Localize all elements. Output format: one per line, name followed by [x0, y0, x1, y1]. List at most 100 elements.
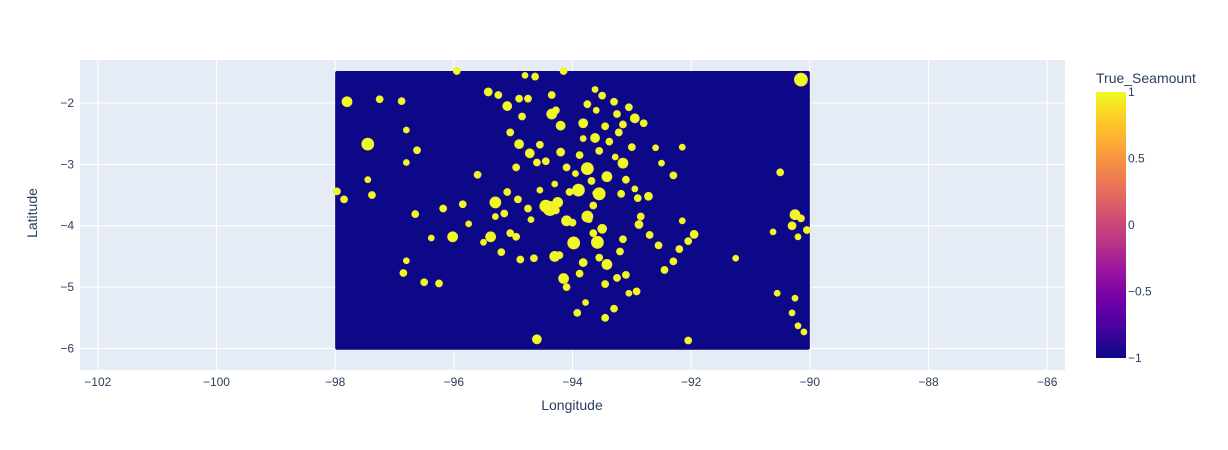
scatter-point[interactable] [598, 91, 607, 100]
scatter-point[interactable] [568, 218, 577, 227]
scatter-point[interactable] [473, 170, 482, 179]
scatter-point[interactable] [531, 72, 540, 81]
scatter-point[interactable] [634, 220, 644, 229]
scatter-point[interactable] [580, 162, 594, 176]
scatter-point[interactable] [439, 204, 448, 213]
scatter-point[interactable] [572, 183, 585, 197]
scatter-point[interactable] [660, 266, 669, 274]
scatter-point[interactable] [397, 97, 406, 106]
scatter-point[interactable] [559, 67, 568, 75]
scatter-point[interactable] [555, 120, 566, 131]
scatter-point[interactable] [364, 176, 372, 184]
scatter-point[interactable] [617, 189, 626, 198]
scatter-point[interactable] [368, 191, 376, 199]
scatter-point[interactable] [601, 122, 610, 131]
scatter-point[interactable] [402, 257, 410, 265]
scatter-point[interactable] [503, 188, 512, 196]
scatter-point[interactable] [684, 237, 693, 245]
scatter-point[interactable] [601, 313, 610, 322]
scatter-point[interactable] [654, 241, 663, 250]
scatter-point[interactable] [610, 97, 618, 106]
scatter-point[interactable] [614, 128, 623, 137]
scatter-point[interactable] [597, 223, 608, 234]
scatter-point[interactable] [589, 201, 598, 210]
scatter-point[interactable] [497, 248, 506, 257]
scatter-point[interactable] [624, 103, 633, 112]
scatter-point[interactable] [562, 283, 571, 292]
scatter-point[interactable] [631, 185, 639, 193]
scatter-point[interactable] [589, 229, 598, 238]
scatter-point[interactable] [587, 177, 596, 185]
scatter-point[interactable] [524, 148, 535, 159]
scatter-point[interactable] [619, 120, 627, 129]
scatter-point[interactable] [447, 231, 459, 243]
scatter-point[interactable] [536, 186, 544, 194]
scatter-point[interactable] [420, 278, 429, 287]
scatter-point[interactable] [518, 112, 526, 121]
scatter-point[interactable] [611, 153, 619, 161]
scatter-point[interactable] [541, 157, 550, 166]
scatter-point[interactable] [465, 220, 473, 228]
scatter-point[interactable] [483, 87, 493, 97]
scatter-point[interactable] [625, 289, 633, 297]
scatter-point[interactable] [514, 139, 524, 149]
scatter-point[interactable] [485, 231, 497, 243]
scatter-point[interactable] [402, 159, 410, 166]
scatter-point[interactable] [639, 119, 648, 128]
scatter-point[interactable] [494, 91, 503, 99]
scatter-point[interactable] [773, 289, 781, 297]
scatter-point[interactable] [573, 309, 582, 317]
scatter-point[interactable] [516, 255, 525, 264]
scatter-point[interactable] [375, 95, 384, 104]
scatter-point[interactable] [502, 101, 513, 111]
scatter-point[interactable] [644, 191, 653, 201]
scatter-point[interactable] [787, 221, 797, 231]
scatter-point[interactable] [689, 229, 699, 239]
scatter-point[interactable] [524, 94, 532, 103]
scatter-point[interactable] [622, 270, 630, 279]
scatter-point[interactable] [427, 234, 435, 242]
scatter-point[interactable] [645, 231, 654, 239]
scatter-point[interactable] [788, 309, 796, 317]
scatter-point[interactable] [669, 171, 678, 180]
plot-area[interactable] [333, 67, 811, 350]
scatter-point[interactable] [675, 245, 684, 253]
scatter-point[interactable] [632, 287, 641, 296]
scatter-point[interactable] [601, 171, 613, 183]
scatter-point[interactable] [592, 106, 600, 114]
scatter-point[interactable] [556, 147, 566, 157]
scatter-point[interactable] [605, 137, 614, 146]
scatter-point[interactable] [552, 197, 564, 208]
scatter-point[interactable] [535, 140, 544, 149]
scatter-point[interactable] [619, 235, 627, 244]
scatter-point[interactable] [524, 204, 532, 213]
scatter-point[interactable] [489, 196, 502, 209]
scatter-point[interactable] [583, 100, 592, 109]
scatter-point[interactable] [791, 294, 799, 302]
scatter-point[interactable] [514, 195, 522, 204]
scatter-point[interactable] [794, 233, 802, 241]
scatter-point[interactable] [613, 110, 621, 118]
scatter-point[interactable] [591, 235, 604, 249]
scatter-point[interactable] [413, 146, 421, 155]
scatter-point[interactable] [800, 328, 808, 336]
scatter-point[interactable] [532, 158, 541, 167]
scatter-point[interactable] [411, 210, 420, 218]
scatter-point[interactable] [617, 157, 629, 169]
scatter-point[interactable] [515, 94, 523, 103]
scatter-point[interactable] [769, 228, 777, 236]
scatter-point[interactable] [565, 188, 574, 196]
scatter-point[interactable] [512, 163, 521, 172]
scatter-point[interactable] [452, 67, 461, 75]
scatter-point[interactable] [802, 226, 811, 234]
scatter-point[interactable] [629, 113, 640, 124]
scatter-point[interactable] [669, 257, 678, 266]
scatter-point[interactable] [506, 128, 515, 137]
scatter-point[interactable] [578, 118, 589, 129]
scatter-point[interactable] [601, 280, 610, 288]
scatter-point[interactable] [579, 135, 587, 142]
scatter-point[interactable] [794, 72, 808, 87]
scatter-point[interactable] [578, 258, 588, 267]
scatter-point[interactable] [458, 200, 467, 209]
scatter-point[interactable] [684, 336, 693, 345]
